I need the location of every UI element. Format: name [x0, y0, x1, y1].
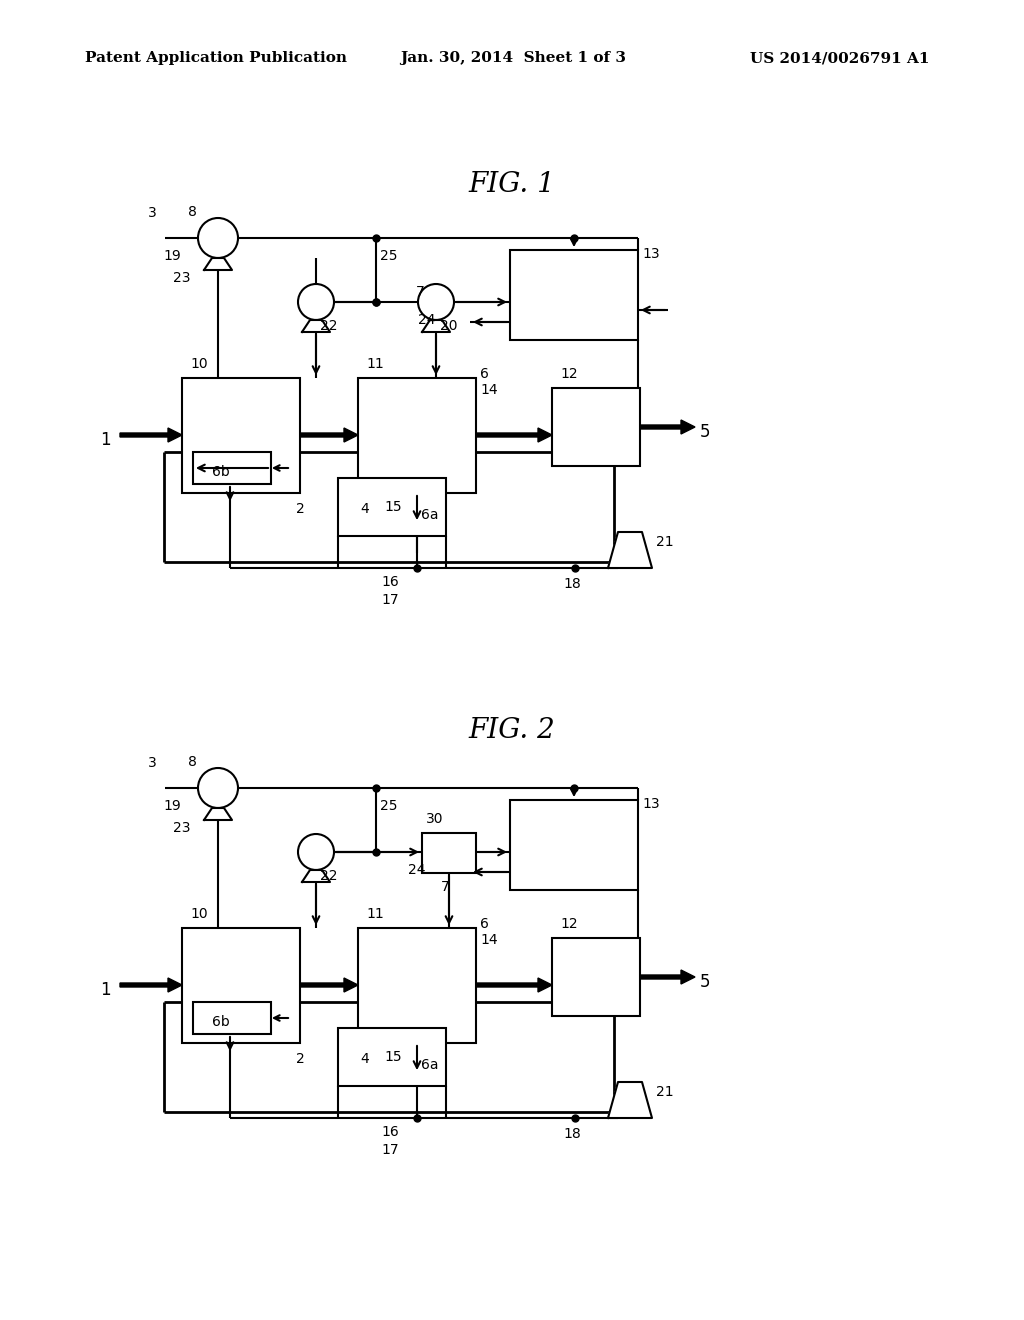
- Text: 24: 24: [408, 863, 426, 876]
- Text: 4: 4: [360, 1052, 369, 1067]
- Polygon shape: [422, 319, 450, 333]
- FancyArrow shape: [476, 428, 552, 442]
- Bar: [338, 1028, 446, 1086]
- Polygon shape: [608, 532, 652, 568]
- Text: 14: 14: [480, 383, 498, 397]
- Text: 8: 8: [188, 755, 197, 770]
- Polygon shape: [302, 319, 330, 333]
- Text: 3: 3: [148, 756, 157, 770]
- Text: 6: 6: [480, 917, 488, 931]
- Circle shape: [198, 218, 238, 257]
- Text: Patent Application Publication: Patent Application Publication: [85, 51, 347, 65]
- Text: 2: 2: [296, 502, 305, 516]
- Bar: [358, 928, 476, 1043]
- Text: 16: 16: [381, 1125, 398, 1139]
- Text: FIG. 2: FIG. 2: [469, 717, 555, 743]
- Text: 19: 19: [163, 799, 181, 813]
- Bar: [182, 928, 300, 1043]
- Text: 22: 22: [319, 319, 338, 333]
- Text: 4: 4: [360, 502, 369, 516]
- FancyArrow shape: [640, 420, 695, 434]
- Text: 16: 16: [381, 576, 398, 589]
- Text: 10: 10: [190, 356, 208, 371]
- Circle shape: [418, 284, 454, 319]
- Text: 2: 2: [296, 1052, 305, 1067]
- Bar: [510, 249, 638, 341]
- Text: 12: 12: [560, 917, 578, 931]
- Text: 17: 17: [381, 1143, 398, 1158]
- Bar: [422, 833, 476, 873]
- Text: 13: 13: [642, 797, 659, 810]
- Text: 11: 11: [366, 356, 384, 371]
- Text: 21: 21: [656, 1085, 674, 1100]
- Circle shape: [198, 768, 238, 808]
- Text: 25: 25: [380, 249, 397, 263]
- Polygon shape: [302, 870, 330, 882]
- Text: 13: 13: [642, 247, 659, 261]
- Text: 10: 10: [190, 907, 208, 921]
- Text: 6: 6: [480, 367, 488, 381]
- Bar: [552, 388, 640, 466]
- Text: 21: 21: [656, 535, 674, 549]
- Bar: [182, 378, 300, 492]
- Text: 6b: 6b: [212, 1015, 229, 1030]
- Text: 3: 3: [148, 206, 157, 220]
- Polygon shape: [608, 1082, 652, 1118]
- Text: Jan. 30, 2014  Sheet 1 of 3: Jan. 30, 2014 Sheet 1 of 3: [400, 51, 626, 65]
- Text: 22: 22: [319, 869, 338, 883]
- Text: 14: 14: [480, 933, 498, 946]
- Text: 17: 17: [381, 593, 398, 607]
- Text: 5: 5: [700, 422, 711, 441]
- FancyArrow shape: [300, 428, 358, 442]
- Text: 15: 15: [384, 500, 401, 513]
- Text: 25: 25: [380, 799, 397, 813]
- Text: 6a: 6a: [421, 508, 438, 521]
- Text: 30: 30: [426, 812, 443, 826]
- Text: 15: 15: [384, 1049, 401, 1064]
- Text: 8: 8: [188, 205, 197, 219]
- Bar: [338, 478, 446, 536]
- Text: FIG. 1: FIG. 1: [469, 172, 555, 198]
- Text: 7: 7: [441, 880, 450, 894]
- Text: US 2014/0026791 A1: US 2014/0026791 A1: [750, 51, 930, 65]
- Text: 18: 18: [563, 1127, 581, 1140]
- Text: 6a: 6a: [421, 1059, 438, 1072]
- Text: 23: 23: [173, 821, 190, 836]
- Bar: [552, 939, 640, 1016]
- FancyArrow shape: [476, 978, 552, 993]
- Text: 7: 7: [416, 285, 425, 300]
- Text: 11: 11: [366, 907, 384, 921]
- Text: 23: 23: [173, 271, 190, 285]
- Polygon shape: [204, 808, 232, 820]
- Bar: [193, 451, 271, 484]
- Bar: [510, 800, 638, 890]
- Text: 20: 20: [440, 319, 458, 333]
- Text: 24: 24: [418, 313, 435, 327]
- Text: 18: 18: [563, 577, 581, 591]
- Bar: [358, 378, 476, 492]
- FancyArrow shape: [120, 428, 182, 442]
- Text: 1: 1: [100, 432, 111, 449]
- Polygon shape: [204, 257, 232, 271]
- Bar: [193, 1002, 271, 1034]
- Text: 1: 1: [100, 981, 111, 999]
- Text: 12: 12: [560, 367, 578, 381]
- Text: 5: 5: [700, 973, 711, 991]
- FancyArrow shape: [120, 978, 182, 993]
- Circle shape: [298, 834, 334, 870]
- FancyArrow shape: [300, 978, 358, 993]
- Text: 19: 19: [163, 249, 181, 263]
- Text: 6b: 6b: [212, 465, 229, 479]
- FancyArrow shape: [640, 970, 695, 983]
- Circle shape: [298, 284, 334, 319]
